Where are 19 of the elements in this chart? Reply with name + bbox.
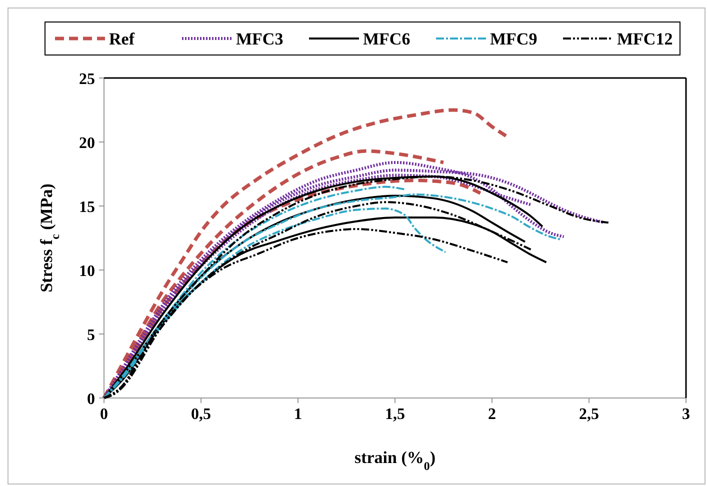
y-tick-label: 15 xyxy=(79,199,95,216)
x-axis-title: strain (%$_{0}$) xyxy=(354,448,436,473)
x-tick-label: 2 xyxy=(488,406,496,423)
legend-label: MFC9 xyxy=(490,30,538,48)
legend-label: MFC12 xyxy=(617,30,673,48)
y-tick-label: 0 xyxy=(87,391,95,408)
legend-label: Ref xyxy=(109,30,135,48)
y-tick-label: 10 xyxy=(79,263,95,280)
x-tick-label: 0 xyxy=(100,406,108,423)
x-tick-label: 2,5 xyxy=(579,406,599,423)
y-tick-label: 20 xyxy=(79,135,95,152)
y-tick-label: 25 xyxy=(79,71,95,88)
legend-label: MFC6 xyxy=(363,30,410,48)
x-tick-label: 1 xyxy=(294,406,302,423)
legend-label: MFC3 xyxy=(236,30,284,48)
y-tick-label: 5 xyxy=(87,327,95,344)
x-tick-label: 3 xyxy=(682,406,690,423)
x-tick-label: 1,5 xyxy=(385,406,405,423)
x-tick-label: 0,5 xyxy=(191,406,211,423)
